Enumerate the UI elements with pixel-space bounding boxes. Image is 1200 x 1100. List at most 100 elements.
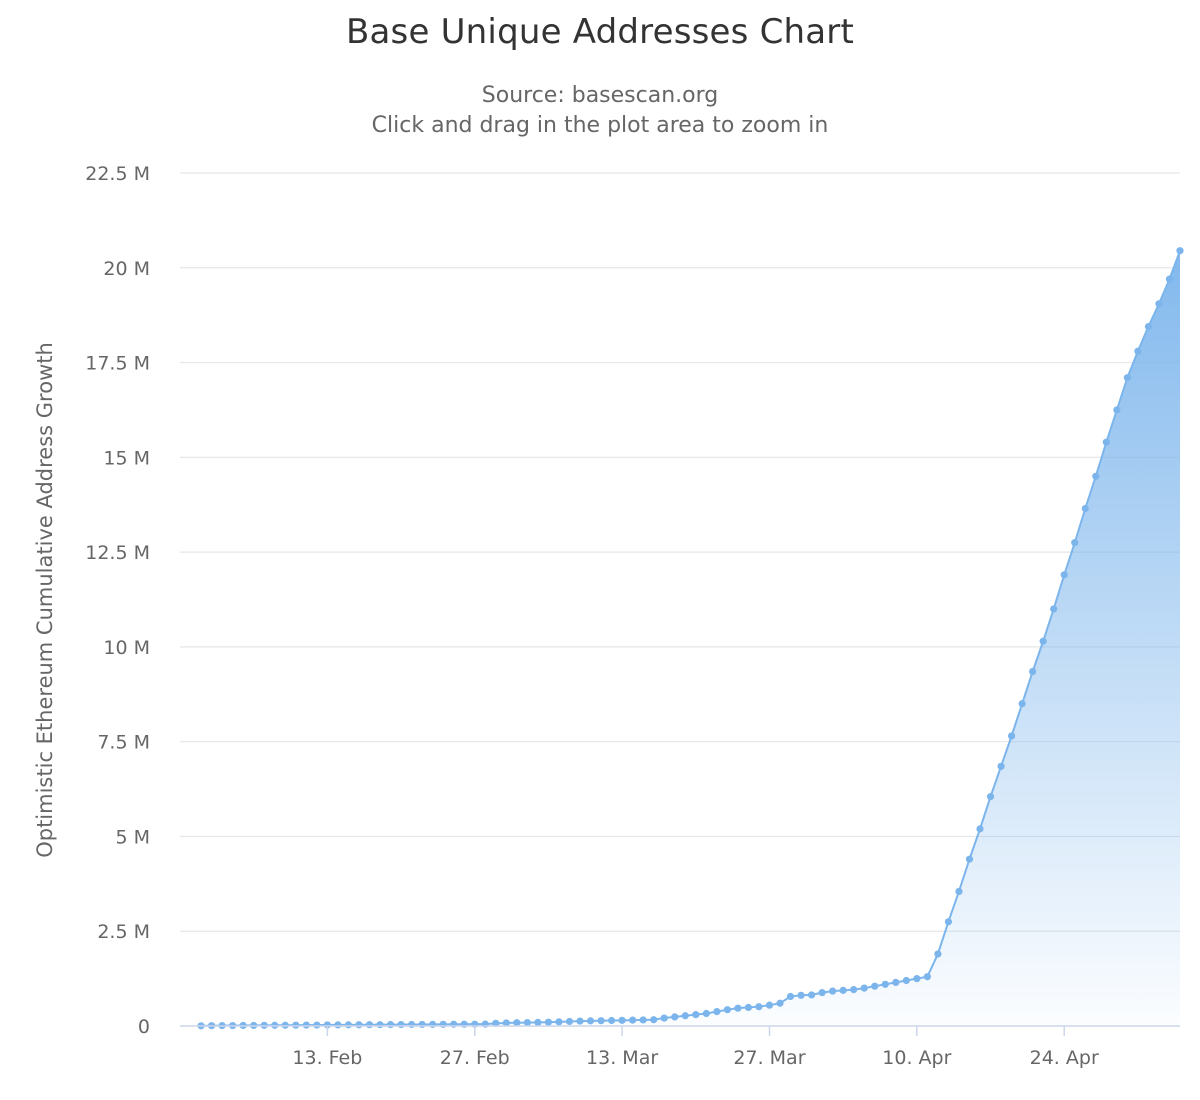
y-tick-label: 10 M [103,637,150,659]
series-line [201,250,1181,1027]
data-point [302,1021,310,1029]
data-point [429,1020,437,1028]
data-point [1165,275,1174,283]
y-tick-label: 15 M [103,447,150,469]
data-point [723,1006,731,1014]
data-point [629,1016,637,1024]
y-axis-label: Optimistic Ethereum Cumulative Address G… [33,342,57,858]
data-point [765,1001,774,1009]
data-point [544,1018,553,1026]
y-tick-label: 20 M [103,258,150,280]
data-point [523,1018,531,1027]
data-point [1123,374,1131,382]
data-point [807,991,816,999]
data-point [386,1020,395,1029]
data-point [355,1021,363,1029]
data-point [534,1018,542,1026]
data-point [1029,667,1037,676]
data-point [839,986,847,994]
data-point [829,987,837,995]
data-point [1050,605,1058,613]
data-point [1176,247,1184,255]
y-tick-label: 7.5 M [97,732,150,754]
data-point [850,986,858,994]
data-point [281,1021,289,1029]
data-point [965,855,974,863]
data-point [576,1017,584,1025]
data-point [934,950,942,958]
data-point [902,976,910,985]
y-tick-label: 17.5 M [85,353,150,375]
data-point [639,1016,647,1024]
data-point [913,975,921,983]
data-point [397,1020,405,1029]
data-point [692,1011,700,1019]
data-point [1060,571,1068,579]
data-point [597,1017,605,1025]
y-tick-label: 5 M [115,826,150,848]
data-point [555,1018,563,1026]
data-point [713,1007,721,1016]
y-tick-label: 2.5 M [97,921,150,943]
data-point [344,1021,353,1029]
data-point [1081,504,1089,513]
data-point [955,887,963,896]
data-point [786,992,795,1001]
data-point [881,980,889,988]
data-point [681,1012,689,1020]
data-point [860,984,868,992]
data-point [418,1020,426,1029]
data-point [502,1019,510,1027]
data-point [323,1021,331,1029]
data-point [376,1021,384,1029]
data-point [334,1021,342,1029]
data-point [1155,300,1163,308]
data-point [744,1003,753,1012]
data-point [797,991,805,999]
data-point [1134,347,1142,355]
data-point [650,1016,658,1024]
data-point [1071,539,1079,547]
x-tick-label: 13. Mar [586,1047,658,1069]
data-point [1113,406,1121,414]
data-point [660,1014,668,1022]
data-point [1039,637,1047,645]
data-point [1018,700,1026,708]
data-point [450,1020,458,1028]
data-point [618,1016,626,1024]
data-point [313,1021,321,1029]
data-point [492,1019,500,1027]
series-area [201,250,1181,1026]
data-point [671,1013,679,1021]
data-point [513,1019,521,1027]
chart-subtitle-source: Source: basescan.org [481,83,719,108]
data-point [439,1020,447,1028]
data-point [565,1017,574,1026]
x-tick-label: 27. Mar [733,1047,805,1069]
data-point [407,1020,416,1029]
chart-subtitle-zoom-hint: Click and drag in the plot area to zoom … [371,113,829,138]
chart-title: Base Unique Addresses Chart [345,12,854,52]
y-tick-label: 12.5 M [85,542,150,564]
data-point [734,1004,742,1012]
data-point [776,999,784,1007]
x-tick-label: 27. Feb [440,1047,510,1069]
x-tick-label: 24. Apr [1030,1047,1099,1069]
data-point [871,982,879,990]
data-point [944,918,953,926]
data-point [923,973,931,981]
data-point [997,762,1005,770]
y-tick-label: 0 [138,1016,150,1038]
data-point [892,978,900,987]
data-point [607,1016,616,1025]
x-tick-label: 13. Feb [292,1047,362,1069]
data-point [1102,438,1110,446]
data-point [1007,732,1016,740]
data-point [702,1009,710,1018]
data-point [1144,322,1153,331]
y-tick-label: 22.5 M [85,163,150,185]
data-point [755,1003,763,1011]
data-point [818,989,826,997]
